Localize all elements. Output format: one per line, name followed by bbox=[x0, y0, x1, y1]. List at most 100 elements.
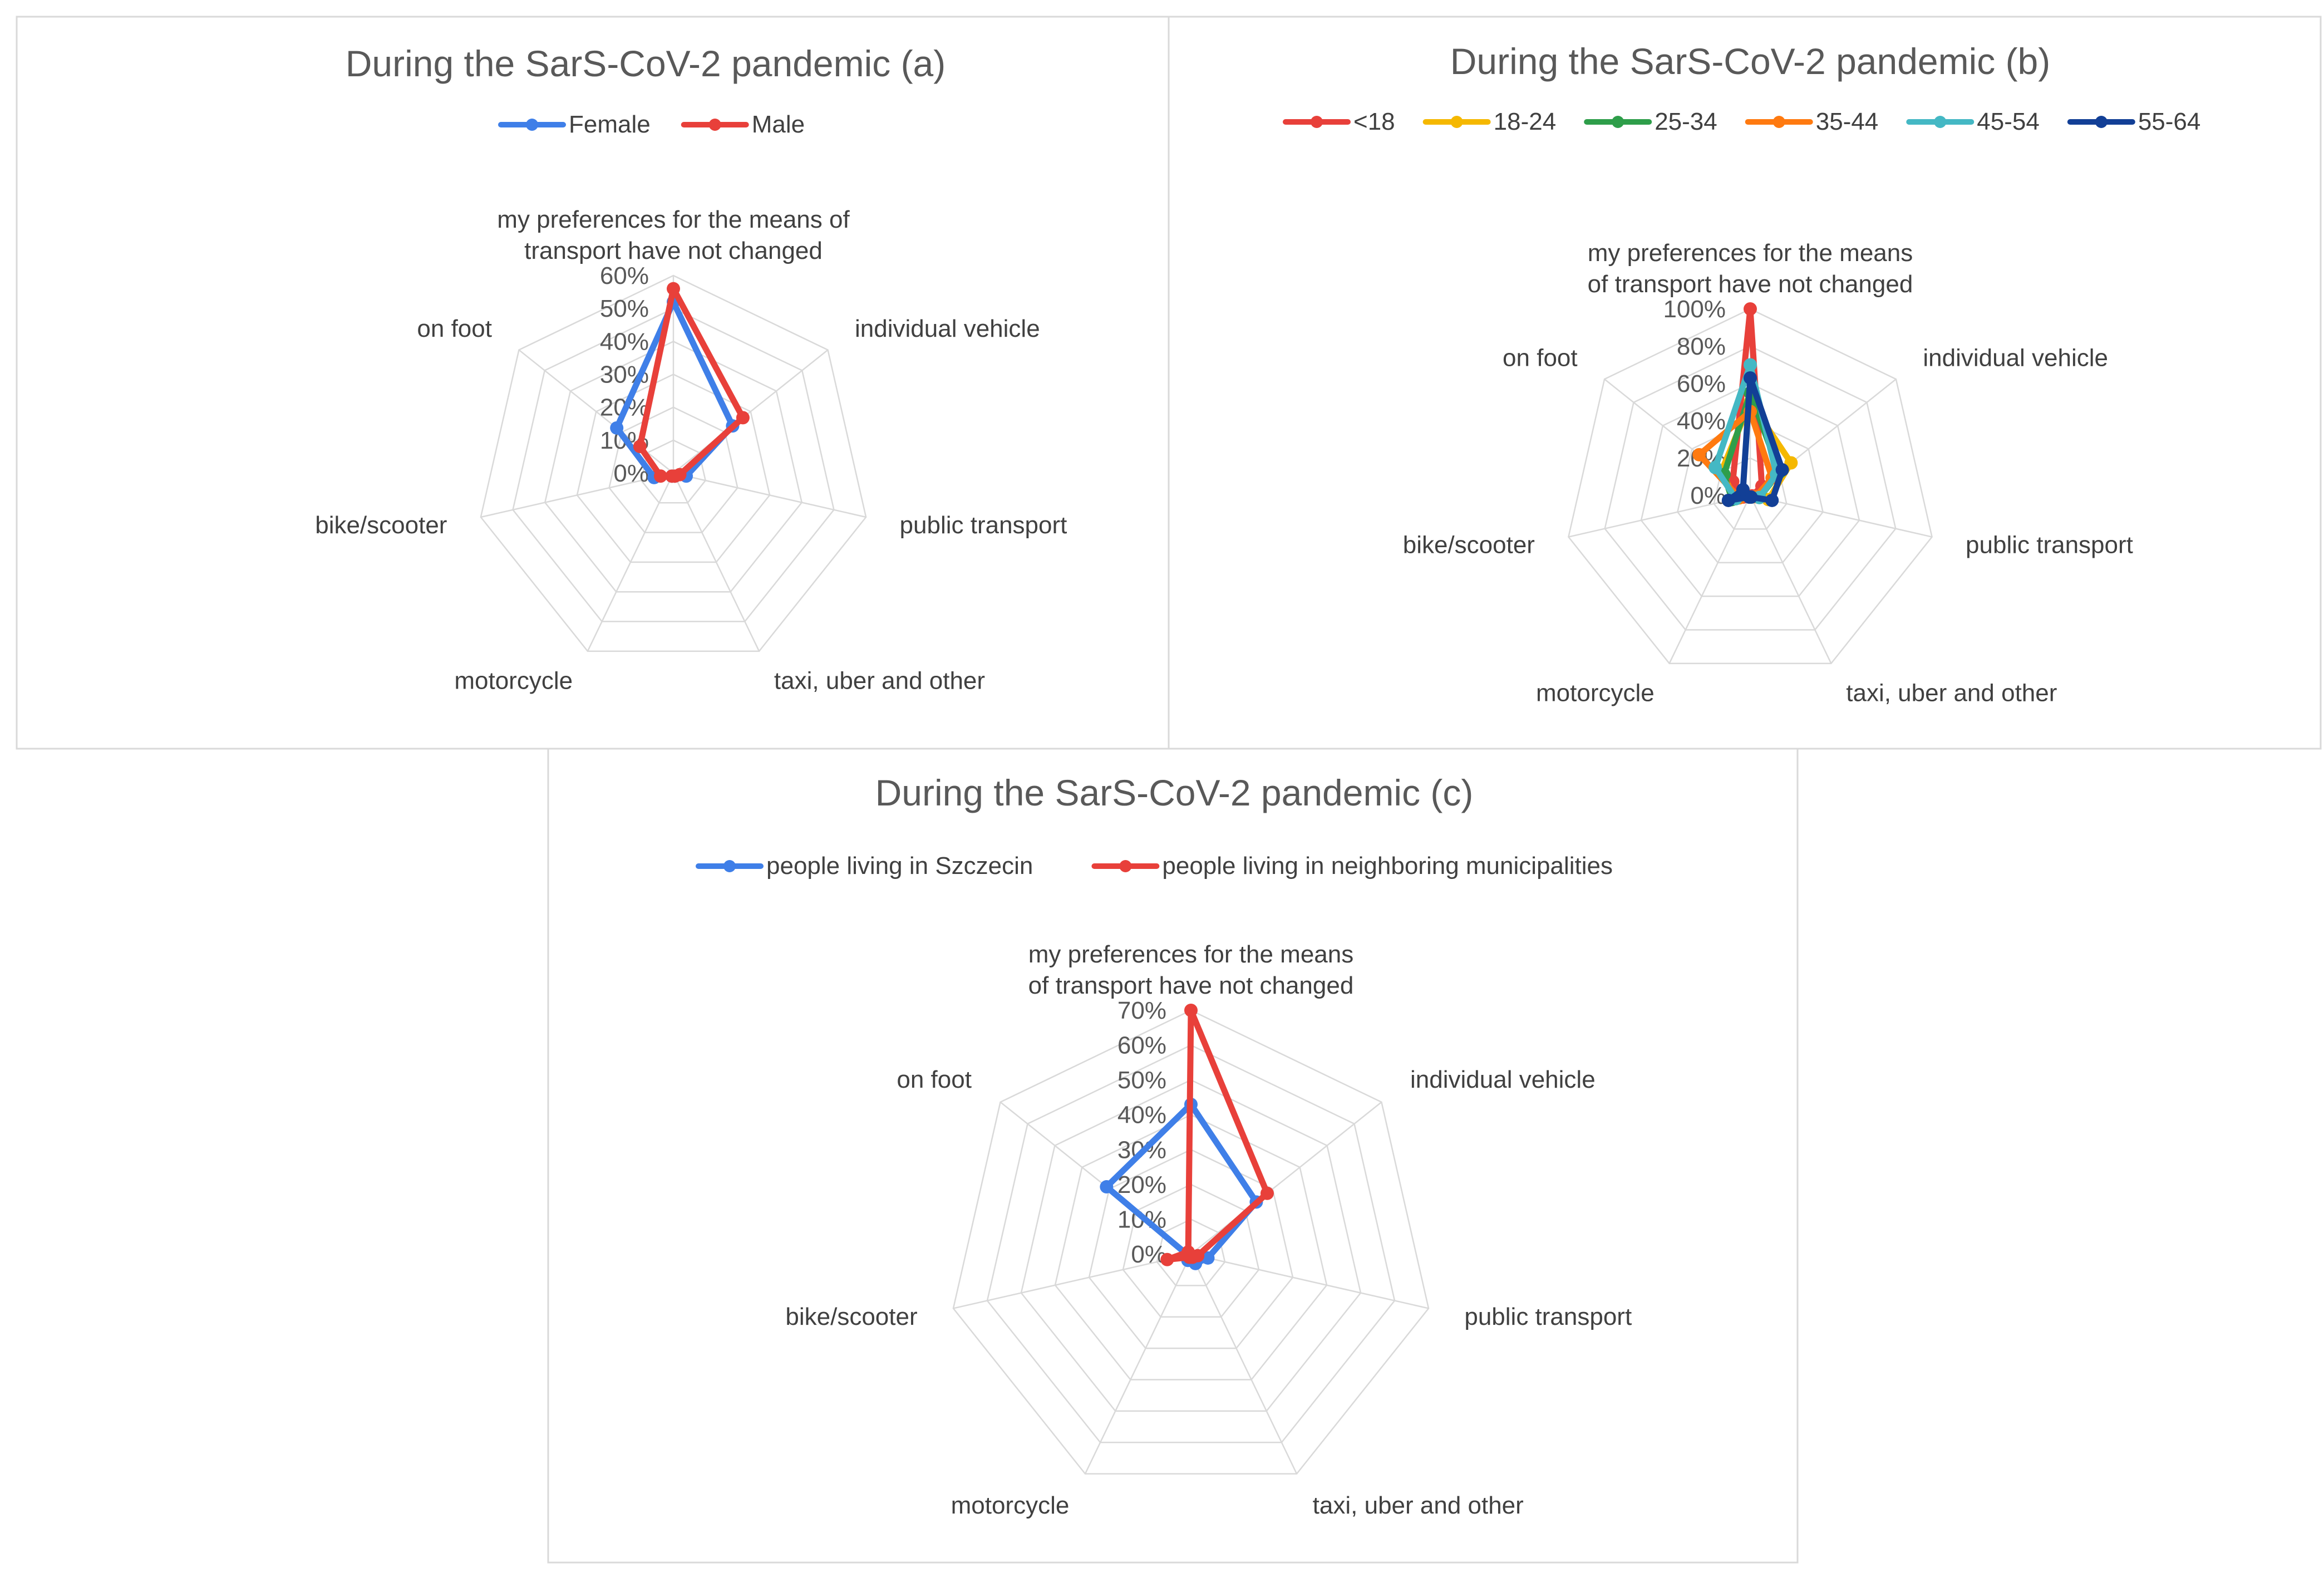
legend-label: 55-64 bbox=[2138, 108, 2201, 135]
data-point bbox=[1775, 463, 1789, 477]
axis-label: individual vehicle bbox=[1923, 344, 2108, 371]
grid-ring bbox=[1122, 1183, 1260, 1318]
legend-label: people living in neighboring municipalit… bbox=[1162, 852, 1613, 880]
grid-ring bbox=[1020, 1079, 1362, 1412]
data-point bbox=[665, 469, 679, 483]
data-point bbox=[1736, 483, 1750, 497]
tick-label: 40% bbox=[1117, 1102, 1166, 1129]
chart-title: During the SarS-CoV-2 pandemic (a) bbox=[346, 43, 946, 84]
grid-ring bbox=[1640, 382, 1860, 597]
axis-spoke bbox=[1668, 495, 1751, 664]
axis-label: taxi, uber and other bbox=[1313, 1492, 1524, 1519]
axis-spoke bbox=[1749, 495, 1832, 664]
legend-marker bbox=[1772, 116, 1785, 128]
data-point bbox=[1260, 1186, 1274, 1200]
grid-ring bbox=[986, 1044, 1396, 1443]
axis-label: bike/scooter bbox=[315, 512, 447, 539]
axis-label: individual vehicle bbox=[855, 315, 1040, 342]
axis-label-line: individual vehicle bbox=[1923, 344, 2108, 371]
axis-label-line: on foot bbox=[417, 315, 492, 342]
axis-label-line: bike/scooter bbox=[785, 1303, 917, 1330]
data-point bbox=[1160, 1252, 1174, 1266]
legend-marker bbox=[1612, 116, 1624, 128]
axis-label: public transport bbox=[1464, 1303, 1632, 1330]
tick-label: 80% bbox=[1677, 333, 1726, 360]
axis-label-line: of transport have not changed bbox=[1588, 271, 1913, 298]
grid-ring bbox=[1604, 345, 1897, 631]
axis-spoke bbox=[1750, 494, 1932, 538]
grid-ring bbox=[512, 307, 835, 622]
chart-title: During the SarS-CoV-2 pandemic (b) bbox=[1450, 41, 2051, 82]
legend-label: 25-34 bbox=[1655, 108, 1717, 135]
legend-marker bbox=[526, 119, 538, 131]
grid-ring bbox=[1677, 420, 1824, 563]
axis-spoke bbox=[1084, 1254, 1192, 1475]
axis-spoke bbox=[1190, 1254, 1298, 1475]
legend-item: Female bbox=[498, 111, 651, 138]
radar-grid bbox=[480, 274, 867, 652]
axis-label-line: bike/scooter bbox=[315, 512, 447, 539]
tick-labels: 0%10%20%30%40%50%60% bbox=[600, 262, 649, 487]
legend-item: 18-24 bbox=[1422, 108, 1556, 135]
axis-label-line: individual vehicle bbox=[855, 315, 1040, 342]
tick-label: 60% bbox=[1677, 370, 1726, 397]
data-point bbox=[1744, 358, 1757, 372]
data-point bbox=[667, 282, 680, 296]
data-point bbox=[610, 421, 624, 435]
legend-label: <18 bbox=[1353, 108, 1395, 135]
axis-label: public transport bbox=[900, 512, 1067, 539]
legend-label: Female bbox=[569, 111, 651, 138]
axis-label: public transport bbox=[1966, 531, 2133, 558]
axis-label: my preferences for the means of transport… bbox=[1028, 941, 1354, 999]
grid-ring bbox=[1054, 1114, 1328, 1380]
axis-label-line: my preferences for the means bbox=[1028, 941, 1353, 968]
chart-frame bbox=[16, 16, 1170, 750]
legend-marker bbox=[708, 119, 721, 131]
chart-title: During the SarS-CoV-2 pandemic (c) bbox=[875, 772, 1474, 813]
axis-label-line: on foot bbox=[897, 1066, 972, 1093]
axis-spoke bbox=[953, 1253, 1191, 1309]
axis-labels: my preferences for the means of transport… bbox=[1403, 239, 2133, 707]
data-point bbox=[1692, 448, 1706, 461]
radar-series bbox=[1100, 1004, 1274, 1270]
axis-label-line: taxi, uber and other bbox=[774, 667, 985, 695]
tick-label: 20% bbox=[1117, 1171, 1166, 1198]
grid-ring bbox=[608, 406, 738, 533]
grid-ring bbox=[1088, 1148, 1294, 1349]
legend-marker bbox=[1311, 116, 1323, 128]
legend-item: people living in Szczecin bbox=[696, 852, 1033, 880]
tick-label: 70% bbox=[1117, 997, 1166, 1024]
axis-label-line: transport have not changed bbox=[524, 237, 823, 264]
tick-label: 60% bbox=[600, 262, 649, 289]
radar-series bbox=[1692, 302, 1798, 507]
axis-label: taxi, uber and other bbox=[1846, 680, 2057, 707]
axis-label-line: motorcycle bbox=[951, 1492, 1070, 1519]
legend: people living in Szczecin people living i… bbox=[696, 852, 1613, 880]
legend: Female Male bbox=[498, 111, 805, 138]
radar-chart-c: During the SarS-CoV-2 pandemic (c) people… bbox=[547, 748, 1799, 1564]
data-point bbox=[1100, 1180, 1114, 1194]
grid-ring bbox=[576, 374, 771, 563]
axis-label: on foot bbox=[417, 315, 492, 342]
legend-label: 45-54 bbox=[1977, 108, 2040, 135]
axis-label: my preferences for the means of transport… bbox=[497, 206, 850, 264]
radar-chart-a: During the SarS-CoV-2 pandemic (a) Female… bbox=[16, 16, 1170, 750]
data-point bbox=[1184, 1004, 1198, 1017]
tick-label: 60% bbox=[1117, 1032, 1166, 1059]
axis-spoke bbox=[480, 472, 674, 518]
axis-label-line: of transport have not changed bbox=[1028, 972, 1354, 999]
axis-label: on foot bbox=[897, 1066, 972, 1093]
legend-item: 45-54 bbox=[1906, 108, 2040, 135]
legend-item: 35-44 bbox=[1745, 108, 1878, 135]
legend-marker bbox=[723, 860, 736, 872]
grid-ring bbox=[544, 340, 803, 593]
tick-label: 100% bbox=[1663, 296, 1726, 323]
legend-label: people living in Szczecin bbox=[766, 852, 1033, 880]
axis-label-line: individual vehicle bbox=[1410, 1066, 1596, 1093]
legend: <18 18-24 25-34 35-44 45-54 55-64 bbox=[1283, 108, 2201, 135]
legend-item: 55-64 bbox=[2067, 108, 2201, 135]
legend-item: <18 bbox=[1283, 108, 1395, 135]
axis-spoke bbox=[1568, 494, 1751, 538]
axis-label-line: my preferences for the means bbox=[1588, 239, 1913, 267]
